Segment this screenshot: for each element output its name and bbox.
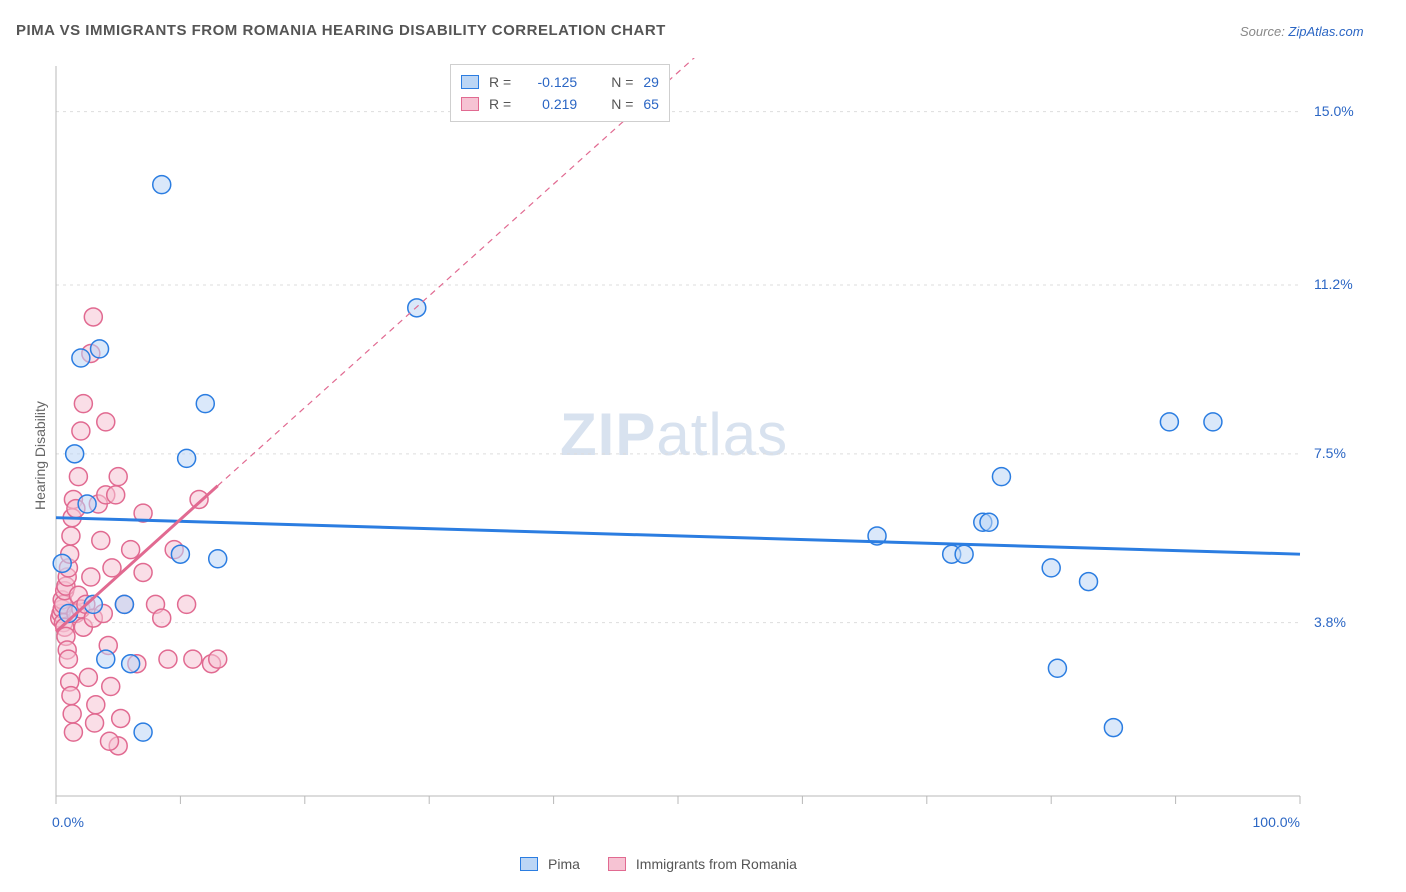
legend-swatch (608, 857, 626, 871)
x-tick-label: 100.0% (1253, 814, 1300, 830)
source-name: ZipAtlas.com (1288, 24, 1363, 39)
legend-r-value: 0.219 (521, 96, 577, 112)
legend-series-label: Pima (548, 856, 580, 872)
legend-r-value: -0.125 (521, 74, 577, 90)
legend-swatch (520, 857, 538, 871)
legend-swatch (461, 75, 479, 89)
legend-r-label: R = (489, 74, 511, 90)
legend-series-label: Immigrants from Romania (636, 856, 797, 872)
series-legend: Pima Immigrants from Romania (520, 856, 815, 872)
correlation-legend: R = -0.125 N = 29 R = 0.219 N = 65 (450, 64, 670, 122)
x-tick-label: 0.0% (52, 814, 84, 830)
source-attribution: Source: ZipAtlas.com (1240, 24, 1364, 39)
legend-row: R = -0.125 N = 29 (461, 71, 659, 93)
y-tick-label: 11.2% (1314, 276, 1353, 292)
y-tick-label: 3.8% (1314, 614, 1346, 630)
legend-n-label: N = (611, 74, 633, 90)
legend-n-label: N = (611, 96, 633, 112)
legend-n-value: 65 (643, 96, 659, 112)
legend-swatch (461, 97, 479, 111)
chart-title: PIMA VS IMMIGRANTS FROM ROMANIA HEARING … (16, 22, 666, 39)
source-prefix: Source: (1240, 24, 1288, 39)
y-tick-label: 7.5% (1314, 445, 1346, 461)
y-tick-label: 15.0% (1314, 103, 1354, 119)
y-axis-label: Hearing Disability (32, 401, 48, 510)
legend-n-value: 29 (643, 74, 659, 90)
legend-row: R = 0.219 N = 65 (461, 93, 659, 115)
legend-r-label: R = (489, 96, 511, 112)
scatter-chart (50, 58, 1380, 816)
